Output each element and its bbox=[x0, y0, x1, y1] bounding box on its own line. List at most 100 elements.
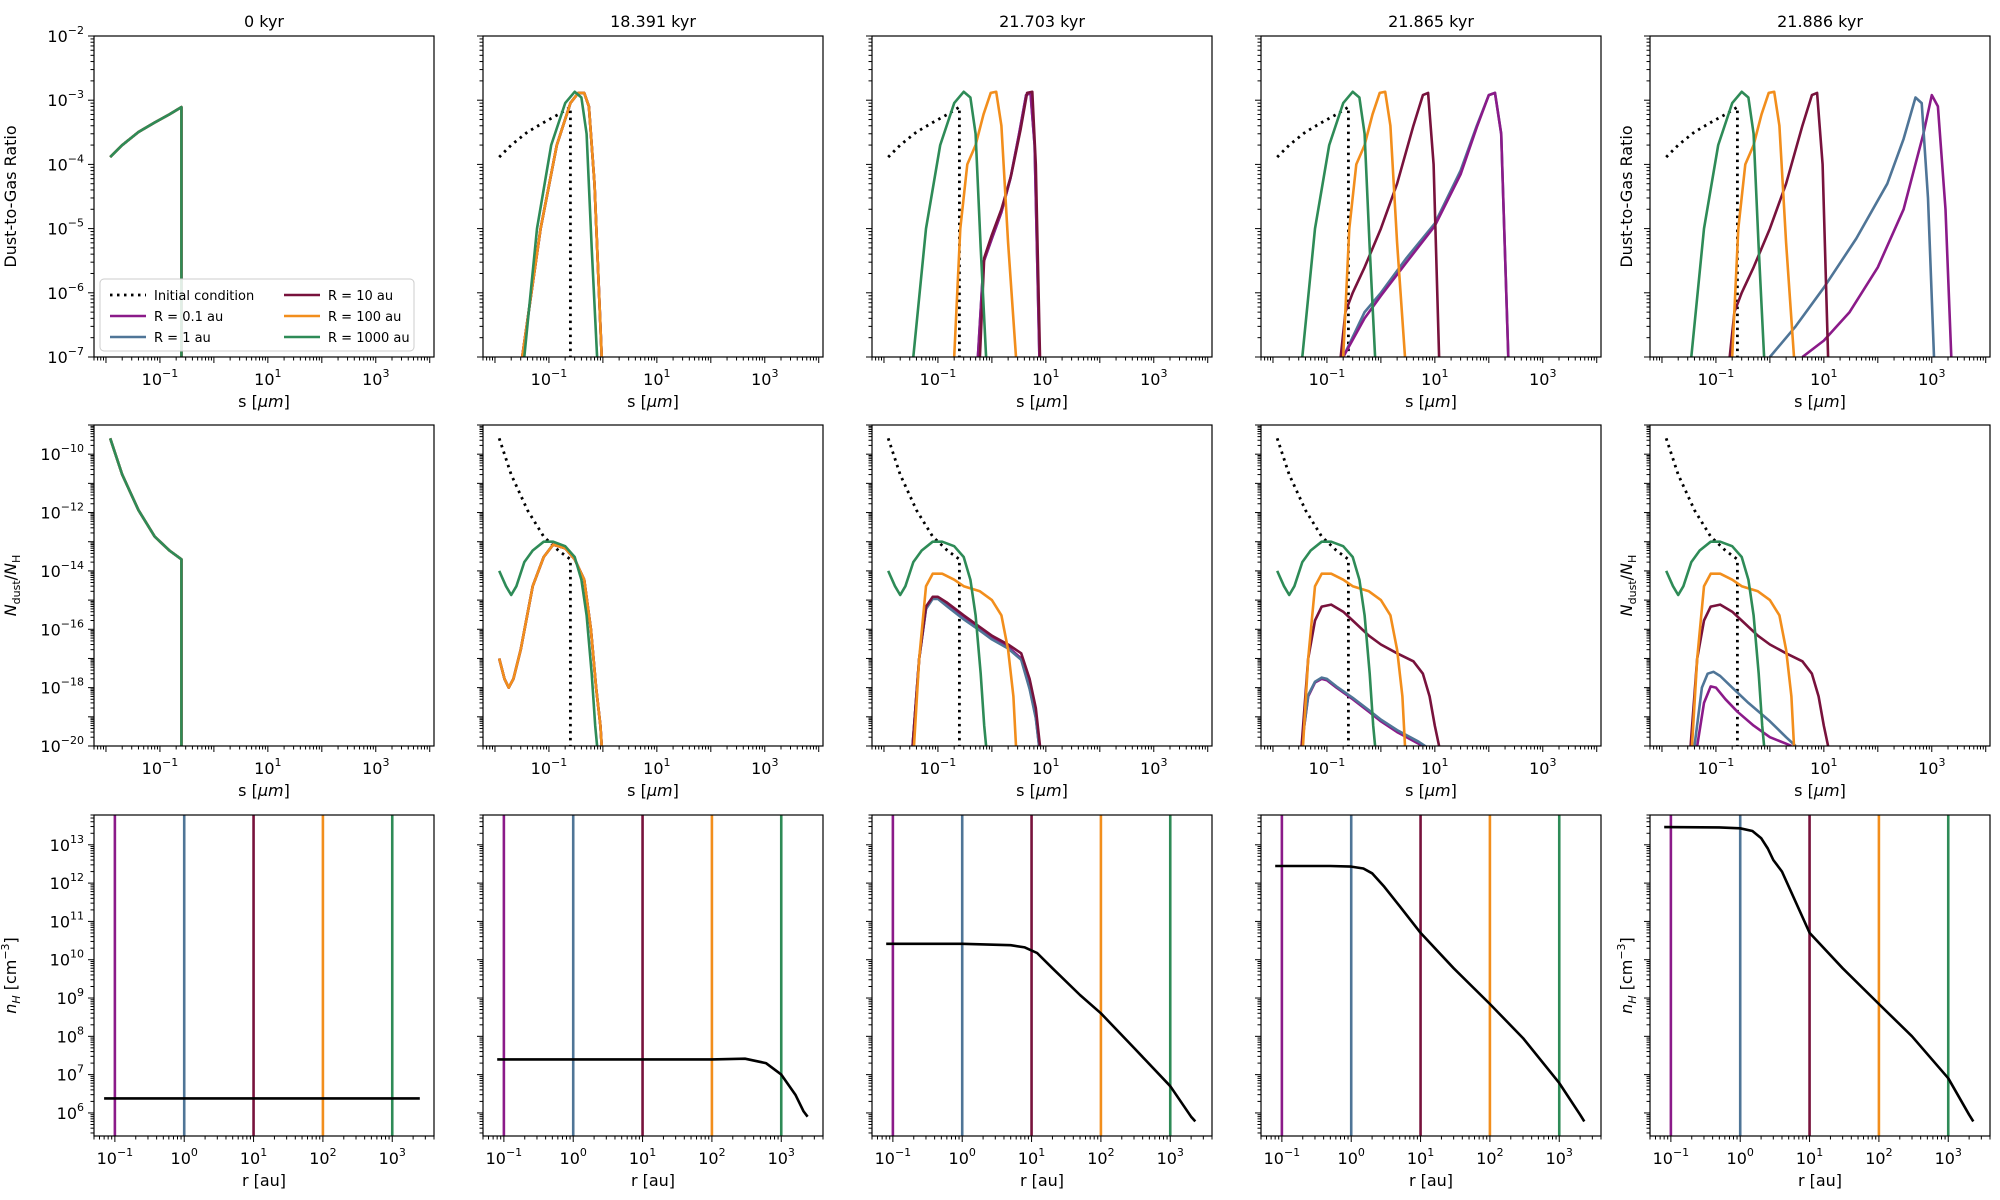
density-profile-line bbox=[1664, 825, 1975, 1123]
series-line-r-100-au bbox=[520, 91, 603, 357]
series-line-r-1000-au bbox=[887, 540, 988, 746]
y-axis-label: Dust-to-Gas Ratio bbox=[1617, 125, 1636, 267]
x-tick-label: 101 bbox=[1810, 367, 1837, 389]
x-tick-label: 10−1 bbox=[1698, 367, 1735, 389]
plot-area bbox=[1664, 815, 1975, 1136]
x-tick-label: 103 bbox=[1140, 367, 1167, 389]
series-line-r-1-au bbox=[108, 437, 183, 746]
series-line-r-10-au bbox=[497, 543, 603, 746]
axes-frame bbox=[1649, 35, 1991, 358]
x-tick-label: 103 bbox=[1140, 756, 1167, 778]
x-axis-label: r [au] bbox=[1020, 1171, 1064, 1190]
x-tick-label: 10−1 bbox=[1309, 756, 1346, 778]
x-tick-label: 102 bbox=[1476, 1146, 1503, 1168]
density-profile-line bbox=[497, 1057, 809, 1118]
series-line-initial-condition bbox=[498, 105, 572, 357]
series-line-r-100-au bbox=[912, 572, 1018, 746]
panel-title: 21.865 kyr bbox=[1388, 12, 1474, 31]
x-tick-label: 101 bbox=[254, 367, 281, 389]
y-tick-label: 109 bbox=[57, 986, 84, 1008]
x-tick-label: 103 bbox=[1918, 367, 1945, 389]
plot-area bbox=[497, 437, 603, 746]
axes-frame bbox=[1260, 35, 1602, 358]
y-tick-label: 10−7 bbox=[47, 345, 84, 367]
plot-area bbox=[1275, 437, 1441, 746]
x-tick-label: 10−1 bbox=[531, 367, 568, 389]
y-tick-label: 10−2 bbox=[47, 24, 84, 46]
x-tick-label: 103 bbox=[751, 367, 778, 389]
x-tick-label: 10−1 bbox=[1264, 1146, 1301, 1168]
y-tick-label: 1012 bbox=[50, 871, 84, 893]
x-tick-label: 101 bbox=[1810, 756, 1837, 778]
series-line-r-100-au bbox=[1301, 572, 1407, 746]
axes-frame bbox=[1649, 814, 1991, 1137]
x-tick-label: 101 bbox=[629, 1146, 656, 1168]
plot-area bbox=[886, 815, 1197, 1136]
series-line-r-1-au bbox=[1768, 96, 1936, 357]
x-axis-label: s [μm] bbox=[1405, 781, 1457, 800]
x-tick-label: 102 bbox=[309, 1146, 336, 1168]
x-tick-label: 10−1 bbox=[486, 1146, 523, 1168]
panel-dust-to-gas-1: 10−1 101 103 s [μm] 18.391 kyr bbox=[477, 12, 824, 411]
x-axis-label: r [au] bbox=[1798, 1171, 1842, 1190]
x-tick-label: 103 bbox=[1935, 1146, 1962, 1168]
series-line-r-100-au bbox=[1730, 90, 1796, 357]
panel-dust-to-gas-2: 10−1 101 103 s [μm] 21.703 kyr bbox=[866, 12, 1213, 411]
axes-frame bbox=[482, 35, 824, 358]
axes-frame bbox=[1649, 424, 1991, 747]
x-tick-label: 103 bbox=[1529, 367, 1556, 389]
x-axis-label: s [μm] bbox=[238, 392, 290, 411]
series-line-r-0-1-au bbox=[108, 437, 183, 746]
x-tick-label: 101 bbox=[254, 756, 281, 778]
x-axis-label: s [μm] bbox=[1016, 392, 1068, 411]
x-axis-label: s [μm] bbox=[1794, 781, 1846, 800]
y-tick-label: 10−5 bbox=[47, 217, 84, 239]
x-axis-label: r [au] bbox=[242, 1171, 286, 1190]
y-tick-label: 10−12 bbox=[40, 501, 84, 523]
x-tick-label: 101 bbox=[643, 756, 670, 778]
y-tick-label: 108 bbox=[57, 1024, 84, 1046]
series-line-r-10-au bbox=[1728, 91, 1830, 357]
x-tick-label: 10−1 bbox=[97, 1146, 134, 1168]
y-tick-label: 1011 bbox=[50, 909, 84, 931]
axes-frame bbox=[93, 35, 435, 358]
y-tick-label: 10−16 bbox=[40, 617, 84, 639]
series-line-r-0-1-au bbox=[1695, 685, 1792, 746]
x-tick-label: 100 bbox=[1727, 1146, 1754, 1168]
series-line-r-1000-au bbox=[498, 540, 599, 746]
x-tick-label: 101 bbox=[1796, 1146, 1823, 1168]
y-axis-label: Ndust/NH bbox=[1, 555, 23, 617]
x-tick-label: 102 bbox=[1865, 1146, 1892, 1168]
series-line-r-1-au bbox=[1300, 676, 1428, 746]
x-axis-label: s [μm] bbox=[1794, 392, 1846, 411]
y-tick-label: 10−18 bbox=[40, 676, 84, 698]
y-axis-label: Dust-to-Gas Ratio bbox=[1, 125, 20, 267]
x-tick-label: 101 bbox=[1407, 1146, 1434, 1168]
series-line-r-1000-au bbox=[1690, 90, 1766, 357]
x-tick-label: 10−1 bbox=[920, 367, 957, 389]
panel-number-ratio-4: 10−1 101 103 s [μm] Ndust/NH bbox=[1617, 424, 1991, 800]
series-line-initial-condition bbox=[887, 105, 961, 357]
y-axis-label: Ndust/NH bbox=[1617, 555, 1639, 617]
panel-title: 0 kyr bbox=[244, 12, 284, 31]
y-tick-label: 1010 bbox=[50, 948, 84, 970]
x-tick-label: 101 bbox=[1421, 367, 1448, 389]
x-tick-label: 10−1 bbox=[920, 756, 957, 778]
series-line-r-10-au bbox=[108, 437, 183, 746]
x-tick-label: 101 bbox=[1032, 367, 1059, 389]
x-axis-label: r [au] bbox=[1409, 1171, 1453, 1190]
x-axis-label: r [au] bbox=[631, 1171, 675, 1190]
axes-frame bbox=[871, 35, 1213, 358]
panel-number-ratio-1: 10−1 101 103 s [μm] bbox=[477, 424, 824, 800]
density-profile-line bbox=[1275, 864, 1586, 1123]
legend-label-initial-condition: Initial condition bbox=[154, 289, 254, 304]
plot-area bbox=[109, 105, 183, 357]
x-tick-label: 10−1 bbox=[1309, 367, 1346, 389]
panel-number-ratio-0: 10−1 101 103 10−20 10−18 10−16 10−14 10−12 10−10… bbox=[1, 424, 435, 800]
x-tick-label: 10−1 bbox=[875, 1146, 912, 1168]
series-line-r-0-1-au bbox=[976, 91, 1041, 357]
y-tick-label: 10−10 bbox=[40, 442, 84, 464]
series-line-r-0-1-au bbox=[1801, 93, 1953, 357]
series-line-r-0-1-au bbox=[1342, 91, 1510, 357]
